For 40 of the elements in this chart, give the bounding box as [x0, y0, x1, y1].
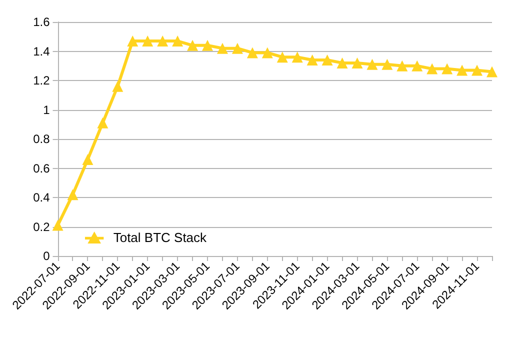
- point: [366, 58, 378, 70]
- point: [352, 57, 363, 68]
- point: [127, 36, 138, 47]
- y-tick-label: 0.4: [33, 190, 50, 204]
- y-tick-label: 1.4: [33, 44, 50, 58]
- y-tick-label: 0: [43, 249, 50, 263]
- point: [426, 63, 438, 74]
- point: [246, 47, 258, 58]
- point: [442, 63, 453, 74]
- point: [67, 189, 78, 200]
- point: [456, 64, 468, 76]
- y-tick-label: 0.8: [33, 132, 50, 146]
- point: [142, 36, 154, 47]
- point: [412, 60, 423, 72]
- point: [336, 57, 348, 68]
- point: [232, 42, 243, 54]
- point: [172, 36, 184, 47]
- point: [187, 40, 198, 51]
- point: [112, 80, 124, 92]
- point: [292, 52, 303, 63]
- point: [52, 220, 64, 231]
- point: [97, 117, 108, 128]
- y-tick-label: 1.2: [33, 74, 50, 88]
- point: [322, 54, 333, 66]
- point: [157, 36, 168, 47]
- point: [306, 54, 318, 66]
- point: [202, 40, 214, 51]
- point: [276, 52, 288, 63]
- y-tick-label: 1.6: [33, 15, 50, 29]
- legend-label: Total BTC Stack: [113, 230, 208, 245]
- y-tick-label: 0.6: [33, 161, 50, 176]
- y-tick-label: 0.2: [33, 220, 50, 234]
- point: [396, 60, 408, 72]
- point: [382, 58, 393, 70]
- point: [472, 64, 483, 76]
- point: [216, 42, 228, 54]
- y-tick-label: 1: [43, 102, 50, 117]
- point: [262, 47, 273, 58]
- point: [486, 66, 498, 78]
- point: [82, 154, 94, 165]
